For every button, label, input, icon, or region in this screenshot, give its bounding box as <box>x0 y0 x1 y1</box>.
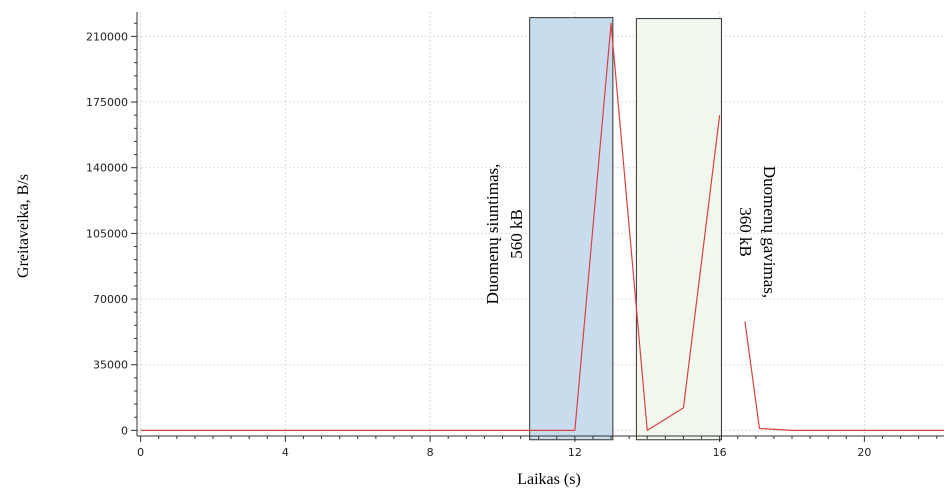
annotation-sending: Duomenų siuntimas, 560 kB <box>483 164 526 305</box>
annotation-sending-line2: 560 kB <box>507 209 526 259</box>
annotation-receiving: Duomenų gavimas, 360 kB <box>736 166 779 298</box>
y-tick-label: 140000 <box>86 162 128 175</box>
y-tick-label: 70000 <box>93 293 128 306</box>
highlight-region-1 <box>529 17 614 441</box>
annotation-receiving-line1: Duomenų gavimas, <box>760 166 779 298</box>
annotation-receiving-line2: 360 kB <box>736 207 755 257</box>
x-tick-label: 20 <box>857 446 871 459</box>
x-axis-title: Laikas (s) <box>517 471 581 488</box>
axes <box>131 12 944 442</box>
series-line-1 <box>744 321 944 431</box>
y-tick-label: 35000 <box>93 359 128 372</box>
x-tick-label: 4 <box>282 446 289 459</box>
y-axis-title: Greitaveika, B/s <box>15 174 32 278</box>
y-tick-label: 210000 <box>86 30 128 43</box>
x-tick-label: 8 <box>427 446 434 459</box>
series-line-1 <box>140 22 721 431</box>
series-lines <box>140 22 944 431</box>
x-tick-label: 16 <box>713 446 727 459</box>
highlight-regions <box>529 17 722 441</box>
tick-labels: 0 4 8 12 16 20 0 35000 70000 105000 140000 175000 21… <box>86 30 871 459</box>
y-tick-label: 175000 <box>86 96 128 109</box>
x-tick-label: 0 <box>137 446 144 459</box>
y-tick-label: 105000 <box>86 227 128 240</box>
annotation-sending-line1: Duomenų siuntimas, <box>483 164 502 305</box>
x-tick-label: 12 <box>568 446 582 459</box>
highlight-region-2 <box>635 18 722 441</box>
y-tick-label: 0 <box>121 424 128 437</box>
